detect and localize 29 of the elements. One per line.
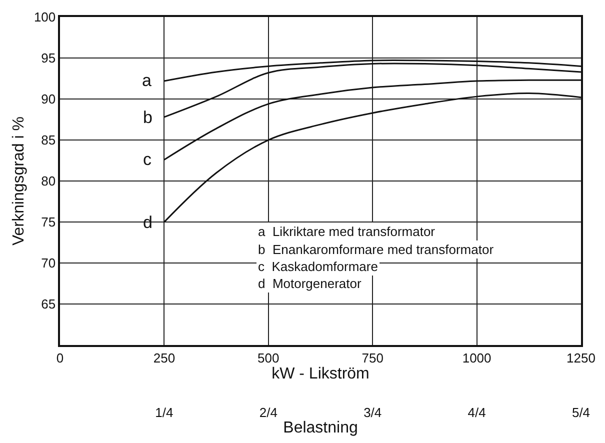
x2-tick-label: 5/4	[572, 405, 590, 420]
x2-axis-title: Belastning	[283, 420, 358, 437]
x-tick-label: 0	[56, 350, 64, 366]
y-tick-label: 100	[34, 10, 56, 25]
x-tick-label: 1000	[462, 350, 492, 366]
y-tick-label: 85	[41, 132, 56, 148]
x-tick-label: 1250	[566, 350, 596, 366]
x2-tick-label: 3/4	[364, 405, 382, 420]
y-tick-label: 80	[41, 174, 56, 189]
y-tick-label: 95	[41, 50, 56, 66]
y-tick-label: 90	[41, 92, 56, 107]
x-axis-title: kW - Likström	[272, 365, 370, 382]
x-tick-label: 250	[153, 350, 176, 366]
series-label: a	[142, 71, 152, 90]
annotation: d Motorgenerator	[258, 276, 362, 291]
annotation: b Enankaromformare med transformator	[258, 242, 494, 257]
x-tick-label: 500	[258, 350, 280, 366]
series-label: c	[143, 150, 152, 169]
annotation: a Likriktare med transformator	[258, 224, 436, 239]
series-label: b	[143, 108, 152, 127]
y-tick-label: 70	[41, 256, 56, 271]
y-axis-title: Verkningsgrad i %	[10, 116, 28, 246]
x-tick-label: 750	[362, 350, 384, 366]
y-tick-label: 75	[41, 214, 56, 230]
annotation: c Kaskadomformare	[258, 259, 378, 274]
x2-tick-label: 4/4	[468, 405, 486, 420]
y-tick-label: 65	[41, 296, 56, 312]
x2-tick-label: 1/4	[155, 405, 174, 420]
x2-tick-label: 2/4	[259, 405, 278, 420]
